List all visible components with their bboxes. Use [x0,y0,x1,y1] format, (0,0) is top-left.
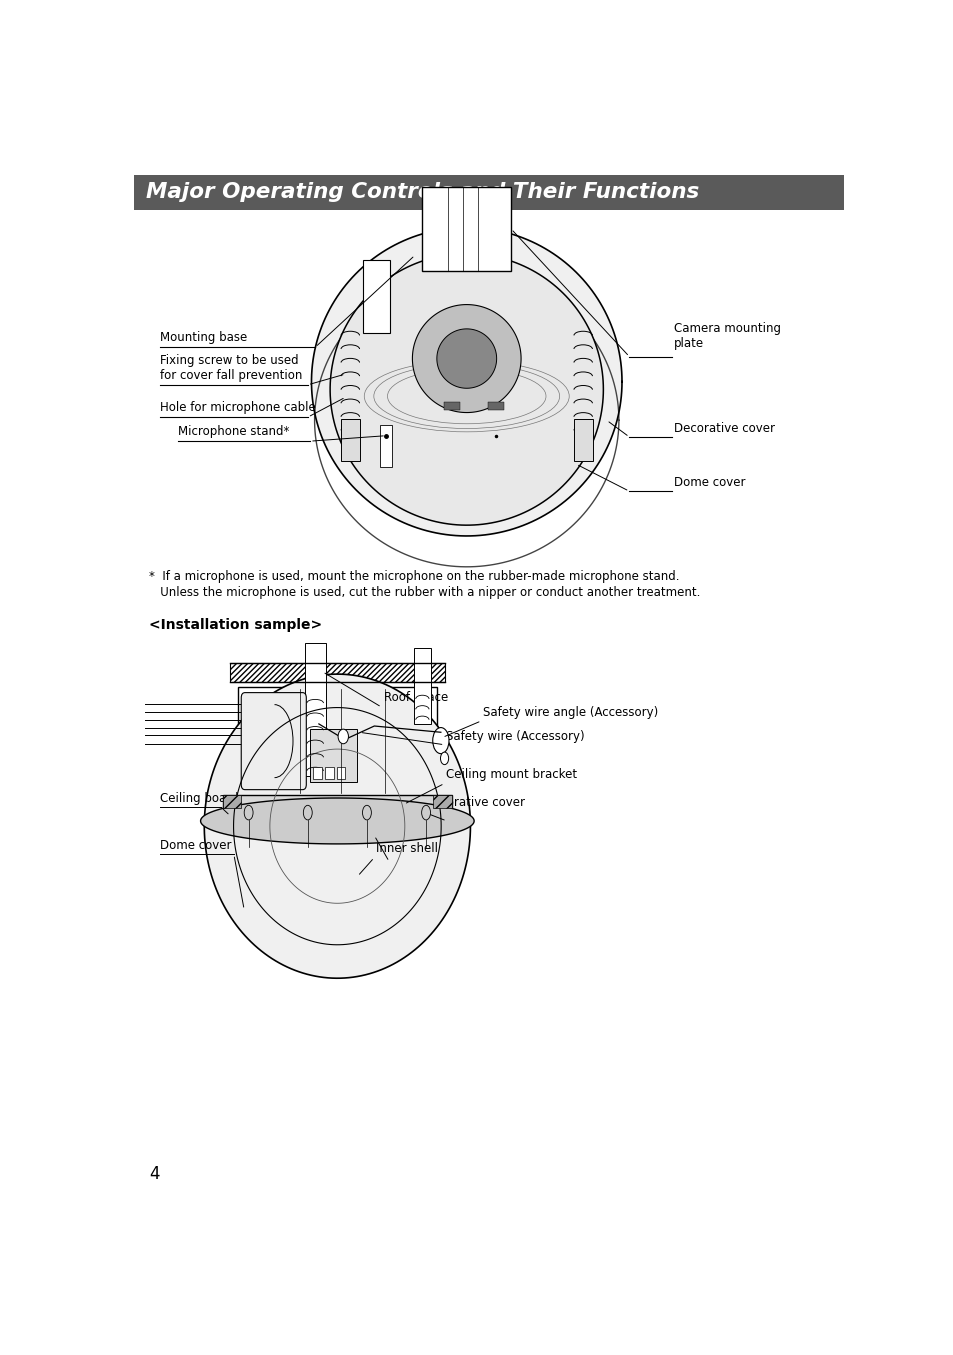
Text: Safety wire angle (Accessory): Safety wire angle (Accessory) [482,706,658,718]
FancyBboxPatch shape [222,795,452,809]
Text: Roof space: Roof space [383,691,448,705]
Text: Major Operating Controls and Their Functions: Major Operating Controls and Their Funct… [146,183,699,202]
FancyBboxPatch shape [488,402,504,411]
FancyBboxPatch shape [363,260,390,333]
FancyBboxPatch shape [313,767,321,779]
Text: Fixing screw to be used
for cover fall prevention: Fixing screw to be used for cover fall p… [160,354,302,382]
Polygon shape [312,228,621,537]
Polygon shape [412,305,520,412]
Text: Safety wire (Accessory): Safety wire (Accessory) [446,730,584,743]
Text: Decorative cover: Decorative cover [423,797,524,809]
Text: Dome cover: Dome cover [673,476,744,489]
Ellipse shape [337,729,348,744]
Ellipse shape [421,805,430,820]
Text: Mounting base: Mounting base [160,331,247,344]
FancyBboxPatch shape [379,425,392,467]
FancyBboxPatch shape [443,402,459,411]
Text: *  If a microphone is used, mount the microphone on the rubber-made microphone s: * If a microphone is used, mount the mic… [149,569,679,583]
FancyBboxPatch shape [230,664,444,682]
FancyBboxPatch shape [241,692,306,790]
Text: WV-NS202: WV-NS202 [375,821,437,833]
FancyBboxPatch shape [133,175,842,210]
Text: Dome cover: Dome cover [160,839,232,852]
Text: Camera mounting
plate: Camera mounting plate [673,322,780,351]
FancyBboxPatch shape [336,767,345,779]
Polygon shape [436,329,497,389]
Ellipse shape [362,805,371,820]
Text: Ceiling board: Ceiling board [160,793,238,805]
FancyBboxPatch shape [422,187,511,271]
Text: Microphone stand*: Microphone stand* [178,425,290,438]
FancyBboxPatch shape [310,729,357,782]
Text: Inner shell: Inner shell [375,843,437,855]
Text: Decorative cover: Decorative cover [673,421,774,435]
FancyBboxPatch shape [222,795,241,809]
Polygon shape [330,253,602,526]
FancyBboxPatch shape [340,419,359,461]
Text: Hole for microphone cable: Hole for microphone cable [160,401,315,415]
Polygon shape [200,798,474,844]
FancyBboxPatch shape [305,642,325,776]
Text: 4: 4 [149,1165,159,1183]
FancyBboxPatch shape [433,795,452,809]
Text: Ceiling mount bracket: Ceiling mount bracket [446,768,577,782]
Ellipse shape [244,805,253,820]
FancyBboxPatch shape [237,687,436,795]
FancyBboxPatch shape [324,767,334,779]
Polygon shape [204,675,470,978]
FancyBboxPatch shape [573,419,592,461]
Ellipse shape [440,752,448,764]
Ellipse shape [303,805,312,820]
Text: Unless the microphone is used, cut the rubber with a nipper or conduct another t: Unless the microphone is used, cut the r… [149,587,700,599]
Ellipse shape [433,728,449,753]
FancyBboxPatch shape [413,648,431,724]
Text: <Installation sample>: <Installation sample> [149,618,321,631]
